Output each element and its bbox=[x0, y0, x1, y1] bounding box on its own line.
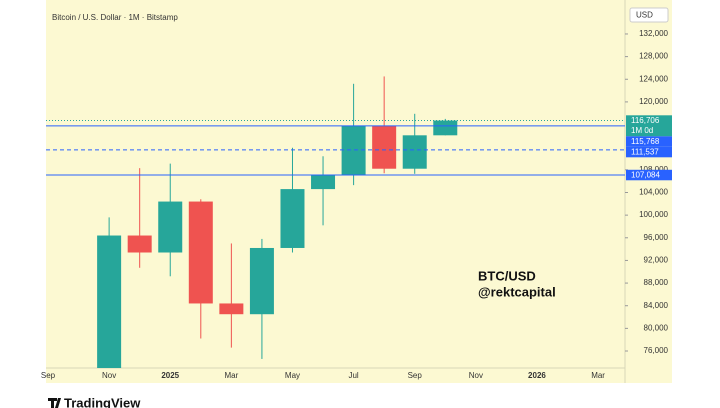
candle-body bbox=[158, 201, 183, 253]
y-tick-label: 100,000 bbox=[639, 210, 668, 219]
watermark: BTC/USD bbox=[478, 268, 536, 283]
price-label: 111,537 bbox=[631, 147, 659, 156]
candle-body bbox=[280, 189, 305, 248]
x-tick-label: 2026 bbox=[528, 371, 546, 380]
y-tick-label: 96,000 bbox=[644, 233, 669, 242]
y-tick-label: 108,000 bbox=[639, 165, 668, 174]
chart-background bbox=[46, 0, 672, 383]
price-label-box bbox=[626, 146, 672, 158]
price-label: 116,706 bbox=[631, 116, 660, 125]
x-tick-label: Sep bbox=[41, 371, 56, 380]
x-tick-label: Nov bbox=[469, 371, 483, 380]
y-tick-label: 92,000 bbox=[644, 256, 669, 265]
x-tick-label: Jul bbox=[348, 371, 358, 380]
candle-body bbox=[341, 125, 366, 176]
price-label-box bbox=[626, 115, 672, 137]
x-tick-label: 2025 bbox=[161, 371, 179, 380]
y-tick-label: 88,000 bbox=[644, 278, 669, 287]
x-tick-label: Nov bbox=[102, 371, 116, 380]
candle-body bbox=[219, 303, 244, 315]
price-label-box bbox=[626, 169, 672, 181]
y-tick-label: 124,000 bbox=[639, 74, 668, 83]
brand: TradingView bbox=[48, 395, 141, 408]
y-tick-label: 128,000 bbox=[639, 52, 668, 61]
x-tick-label: Mar bbox=[224, 371, 238, 380]
price-sublabel: 1M 0d bbox=[631, 126, 653, 135]
candle-body bbox=[433, 120, 458, 136]
candle-body bbox=[188, 201, 213, 304]
x-tick-label: Mar bbox=[591, 371, 605, 380]
watermark: @rektcapital bbox=[478, 284, 556, 299]
y-tick-label: 80,000 bbox=[644, 323, 669, 332]
price-label-box bbox=[626, 136, 672, 147]
brand-name: TradingView bbox=[64, 395, 141, 408]
y-tick-label: 120,000 bbox=[639, 97, 668, 106]
y-tick-label: 132,000 bbox=[639, 29, 668, 38]
chart-title: Bitcoin / U.S. Dollar · 1M · Bitstamp bbox=[52, 13, 178, 22]
candle-body bbox=[97, 235, 122, 368]
candle-body bbox=[311, 175, 336, 190]
brand-logo bbox=[48, 398, 61, 408]
x-tick-label: Sep bbox=[408, 371, 423, 380]
y-tick-label: 76,000 bbox=[644, 346, 669, 355]
price-label: 115,768 bbox=[631, 137, 660, 146]
candle-body bbox=[372, 125, 397, 169]
candle-body bbox=[249, 247, 274, 315]
currency: USD bbox=[636, 11, 653, 20]
candle-body bbox=[402, 135, 427, 169]
currency-box bbox=[629, 7, 669, 23]
x-tick-label: May bbox=[285, 371, 300, 380]
candle-body bbox=[127, 235, 152, 253]
price-label: 107,084 bbox=[631, 170, 660, 179]
plot-area bbox=[97, 76, 458, 368]
y-tick-label: 84,000 bbox=[644, 301, 669, 310]
y-tick-label: 104,000 bbox=[639, 188, 668, 197]
